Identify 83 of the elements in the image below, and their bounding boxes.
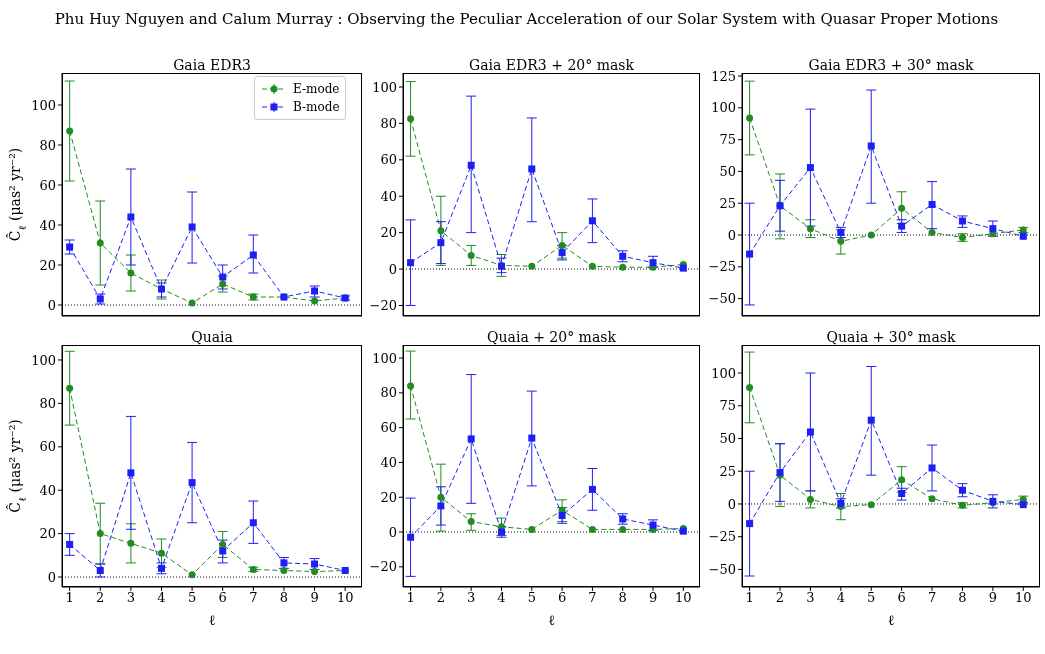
y-tick-label: 100 [31, 352, 56, 368]
y-tick-label: 50 [719, 431, 736, 447]
y-tick-label: 0 [388, 524, 397, 540]
y-tick-label: 0 [47, 569, 56, 585]
x-tick-label: 9 [648, 590, 658, 606]
y-tick-label: 80 [380, 116, 397, 132]
x-tick-label: 4 [836, 590, 845, 606]
x-tick-label: 4 [157, 590, 166, 606]
x-axis-title: ℓ [208, 612, 216, 628]
y-tick-label: 100 [372, 350, 397, 366]
x-tick-label: 10 [1015, 590, 1032, 606]
chart-title: Gaia EDR3 + 30° mask [807, 57, 975, 73]
chart-title: Quaia + 20° mask [486, 329, 617, 345]
y-tick-label: 40 [380, 455, 397, 471]
y-tick-label: −50 [708, 291, 736, 307]
x-tick-label: 5 [187, 590, 197, 606]
x-tick-label: 3 [126, 590, 136, 606]
x-tick-label: 7 [249, 590, 258, 606]
y-tick-label: 125 [711, 68, 736, 84]
x-tick-label: 7 [588, 590, 597, 606]
x-tick-label: 1 [406, 590, 415, 606]
y-tick-label: 0 [47, 297, 56, 313]
y-tick-label: 60 [39, 177, 56, 193]
x-tick-label: 8 [618, 590, 627, 606]
y-tick-label: 20 [380, 225, 397, 241]
chart-title: Gaia EDR3 [172, 57, 252, 73]
x-tick-label: 5 [867, 590, 876, 606]
y-tick-label: 80 [39, 396, 56, 411]
x-tick-label: 1 [65, 590, 74, 606]
y-tick-label: 100 [372, 79, 397, 95]
y-tick-label: 80 [39, 137, 56, 153]
y-tick-label: 20 [380, 489, 397, 505]
legend-label: E-mode [293, 81, 340, 98]
y-tick-label: 20 [39, 257, 56, 273]
x-tick-label: 8 [279, 590, 289, 606]
chart-title: Gaia EDR3 + 20° mask [468, 57, 635, 73]
y-tick-label: 100 [711, 365, 736, 381]
x-tick-label: 10 [675, 590, 692, 606]
y-tick-label: 25 [719, 195, 736, 211]
x-tick-label: 6 [557, 590, 567, 606]
text: Phu Huy Nguyen and Calum Murray : Observing the Peculiar Acceleration of our Solar System with Quasar Proper Motions [53, 10, 1000, 28]
y-tick-label: 25 [719, 463, 736, 479]
y-tick-label: 60 [380, 420, 397, 436]
x-tick-label: 8 [958, 590, 967, 606]
y-tick-label: −20 [369, 298, 397, 314]
x-tick-label: 6 [218, 590, 227, 606]
chart-title: Quaia + 30° mask [825, 329, 957, 345]
x-tick-label: 2 [96, 590, 105, 606]
y-tick-label: 40 [39, 482, 56, 498]
y-tick-label: 100 [31, 97, 56, 113]
x-tick-label: 2 [775, 590, 785, 606]
y-tick-label: 75 [719, 132, 736, 148]
y-tick-label: 60 [39, 439, 56, 455]
y-tick-label: 60 [380, 152, 397, 168]
x-tick-label: 3 [806, 590, 815, 606]
y-tick-label: −50 [708, 562, 736, 578]
x-tick-label: 7 [927, 590, 937, 606]
y-tick-label: −25 [708, 259, 736, 275]
chart-title: Quaia [190, 329, 234, 345]
y-tick-label: −25 [708, 529, 736, 545]
y-tick-label: 40 [380, 188, 397, 204]
x-tick-label: 2 [436, 590, 446, 606]
y-tick-label: 80 [380, 385, 397, 401]
x-tick-label: 5 [527, 590, 536, 606]
x-axis-title: ℓ [548, 612, 556, 628]
x-tick-label: 9 [310, 590, 319, 606]
y-tick-label: 75 [719, 398, 736, 414]
legend-label: B-mode [293, 99, 340, 116]
y-tick-label: 50 [719, 164, 736, 180]
x-tick-label: 1 [745, 590, 754, 606]
y-tick-label: 40 [39, 217, 56, 233]
y-tick-label: −20 [369, 559, 397, 575]
x-axis-title: ℓ [887, 612, 895, 628]
y-tick-label: 0 [727, 227, 736, 243]
y-tick-label: 20 [39, 526, 56, 542]
x-tick-label: 4 [497, 590, 506, 606]
y-tick-label: 0 [727, 496, 736, 512]
x-tick-label: 6 [897, 590, 906, 606]
x-tick-label: 9 [988, 590, 998, 606]
y-tick-label: 0 [388, 261, 397, 277]
x-tick-label: 10 [336, 590, 354, 606]
x-tick-label: 3 [467, 590, 476, 606]
y-tick-label: 100 [711, 100, 736, 116]
